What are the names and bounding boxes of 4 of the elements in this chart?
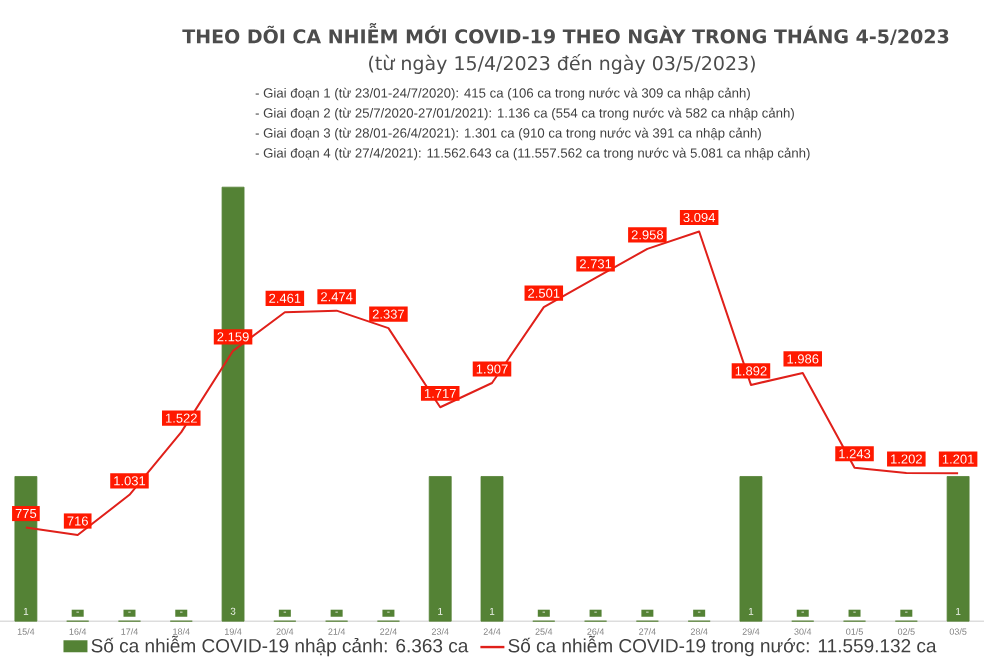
legend-label: Số ca nhiễm COVID-19 nhập cảnh: 6.363 ca xyxy=(91,635,469,657)
legend-label: Số ca nhiễm COVID-19 trong nước: 11.559.132 ca xyxy=(508,635,937,657)
chart-subtitle: (từ ngày 15/4/2023 đến ngày 03/5/2023) xyxy=(369,53,755,75)
chart-title: THEO DÕI CA NHIỄM MỚI COVID-19 THEO NGÀY TRONG THÁNG 4-5/2023 xyxy=(182,22,949,46)
